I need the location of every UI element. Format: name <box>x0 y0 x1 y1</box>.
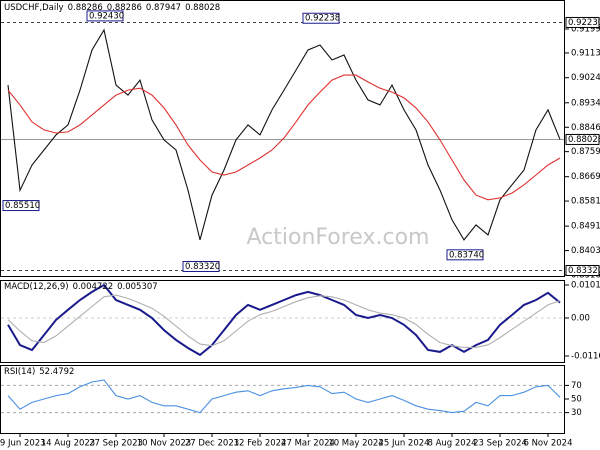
watermark: ActionForex.com <box>247 225 430 250</box>
line-series <box>7 379 561 414</box>
header-item: 0.87947 <box>146 3 181 13</box>
y-tick-label: 0.89345 <box>571 98 600 108</box>
price-marker <box>565 133 600 145</box>
line-series <box>7 294 561 348</box>
x-tick-label: 8 Aug 2024 <box>427 439 476 449</box>
y-tick-label: 0.8669 <box>571 172 600 182</box>
x-tick-label: 27 Mar 2024 <box>281 439 335 449</box>
macd-panel <box>0 280 565 363</box>
annotation-label: 0.92430 <box>89 11 124 21</box>
y-tick-label: 0.84915 <box>571 222 600 232</box>
annotation-label: 0.85510 <box>5 201 40 211</box>
x-tick-label: 10 Nov 2023 <box>137 439 191 449</box>
x-tick-label: 27 Sep 2023 <box>89 439 143 449</box>
header-item: 0.004722 <box>73 282 114 292</box>
price-marker <box>565 16 600 28</box>
annotation-label: 0.83740 <box>449 250 484 260</box>
price-marker-label: 0.83320 <box>568 266 600 276</box>
annotation-box <box>302 12 340 24</box>
annotation-box <box>86 10 124 22</box>
y-tick-label: 0.8759 <box>571 147 600 157</box>
y-tick-label: 0.91995 <box>571 25 600 35</box>
panel-header: RSI(14) 52.4792 <box>4 367 74 377</box>
y-tick-label: 0.84035 <box>571 246 600 256</box>
header-item: RSI(14) <box>4 367 35 377</box>
header-item: 0.88286 <box>68 3 103 13</box>
y-tick-label: 0.88465 <box>571 123 600 133</box>
header-item: MACD(12,26,9) <box>4 282 69 292</box>
x-tick-label: 27 Dec 2023 <box>185 439 239 449</box>
y-tick-label: -0.011645 <box>571 352 600 362</box>
x-tick-label: 6 Nov 2024 <box>523 439 572 449</box>
price-panel <box>0 0 565 277</box>
y-tick-label: 0.91135 <box>571 48 600 58</box>
x-tick-label: 23 Sep 2024 <box>473 439 527 449</box>
y-tick-label: 0.00 <box>571 313 590 323</box>
y-tick-label: 70 <box>571 381 582 391</box>
annotation-label: 0.92238 <box>305 14 340 24</box>
header-item: USDCHF,Daily <box>4 3 64 13</box>
y-tick-label: 0.010101 <box>571 280 600 290</box>
y-tick-label: 50 <box>571 395 582 405</box>
line-series <box>7 28 561 241</box>
annotation-box <box>446 249 484 261</box>
header-item: 52.4792 <box>39 367 74 377</box>
panel-header: USDCHF,Daily 0.88286 0.88286 0.87947 0.88028 <box>4 3 220 13</box>
rsi-panel <box>0 365 565 434</box>
panel-header: MACD(12,26,9) 0.004722 0.005307 <box>4 282 158 292</box>
annotation-label: 0.83320 <box>185 262 220 272</box>
header-item: 0.005307 <box>117 282 158 292</box>
price-marker-label: 0.92230 <box>568 18 600 28</box>
x-tick-label: 10 May 2024 <box>328 439 383 449</box>
y-tick-label: 30 <box>571 408 582 418</box>
line-series <box>7 283 561 357</box>
annotation-box <box>2 200 40 212</box>
header-item: 0.88286 <box>107 3 142 13</box>
x-tick-label: 29 Jun 2023 <box>0 439 46 449</box>
annotation-box <box>182 261 220 273</box>
y-tick-label: 0.85815 <box>571 197 600 207</box>
x-tick-label: 12 Feb 2024 <box>234 439 287 449</box>
line-series <box>7 74 561 201</box>
price-marker-label: 0.88028 <box>568 135 600 145</box>
header-item: 0.88028 <box>185 3 220 13</box>
x-tick-label: 14 Aug 2023 <box>41 439 95 449</box>
x-tick-label: 25 Jun 2024 <box>378 439 429 449</box>
y-tick-label: 0.90245 <box>571 73 600 83</box>
price-marker <box>565 265 600 277</box>
